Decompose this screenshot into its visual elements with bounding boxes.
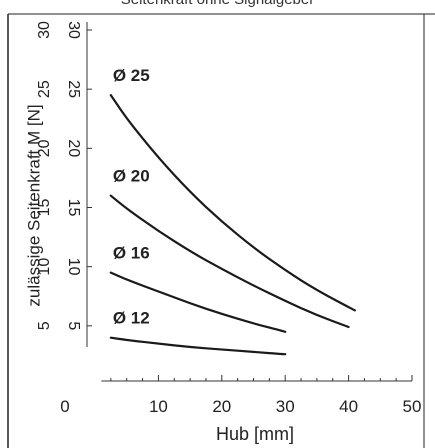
- y-tick-label-mirrored: 10: [36, 258, 53, 276]
- x-axis-title: Hub [mm]: [216, 424, 294, 444]
- y-tick-label: 10: [65, 258, 82, 276]
- y-tick-label: 20: [65, 139, 82, 157]
- x-tick-label: 30: [276, 397, 295, 416]
- y-tick-label-mirrored: 30: [36, 21, 53, 39]
- series-curve-1: [109, 194, 350, 329]
- series-label: Ø 20: [113, 167, 150, 186]
- chart-header-fragment: Seitenkraft ohne Signalgeber: [0, 0, 435, 8]
- y-tick-label: 25: [65, 80, 82, 98]
- y-tick-label: 15: [65, 199, 82, 217]
- y-axis-title: zulässige Seitenkraft M [N]: [24, 104, 43, 306]
- series-label: Ø 16: [113, 244, 150, 263]
- series-label: Ø 25: [113, 66, 150, 85]
- series-curve-3: [109, 336, 287, 356]
- x-tick-label: 20: [212, 397, 231, 416]
- y-tick-label-mirrored: 15: [36, 199, 53, 217]
- x-tick-label: 40: [339, 397, 358, 416]
- series-label: Ø 12: [113, 309, 150, 328]
- y-tick-label-mirrored: 5: [36, 321, 53, 330]
- y-tick-label: 5: [65, 321, 82, 330]
- y-tick-label-mirrored: 25: [36, 80, 53, 98]
- y-tick-label-mirrored: 20: [36, 139, 53, 157]
- series-curve-2: [109, 271, 287, 333]
- x-tick-label: 50: [403, 397, 422, 416]
- x-tick-label: 0: [60, 397, 69, 416]
- series-curve-0: [109, 94, 356, 312]
- y-tick-label: 30: [65, 21, 82, 39]
- x-tick-label: 10: [149, 397, 168, 416]
